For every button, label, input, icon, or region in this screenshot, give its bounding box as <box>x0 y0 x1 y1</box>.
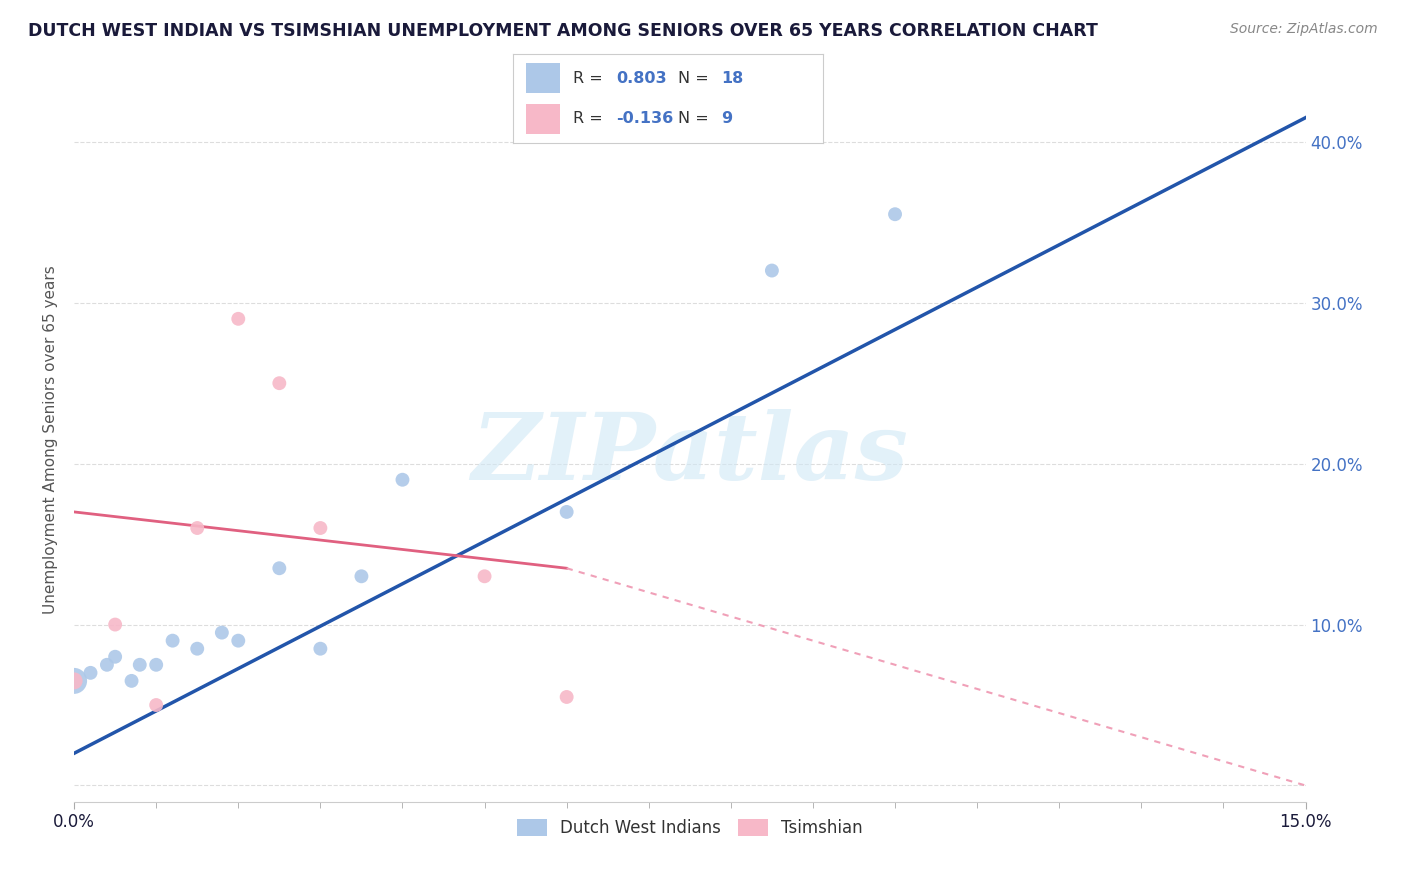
Point <box>474 569 496 583</box>
Point <box>121 673 143 688</box>
Point <box>555 690 578 704</box>
Point <box>269 561 291 575</box>
Point <box>391 473 413 487</box>
Point <box>145 657 167 672</box>
Text: N =: N = <box>678 112 714 126</box>
Bar <box>526 63 560 93</box>
Y-axis label: Unemployment Among Seniors over 65 years: Unemployment Among Seniors over 65 years <box>44 265 58 614</box>
Point <box>309 641 332 656</box>
Point <box>104 617 127 632</box>
Text: R =: R = <box>572 112 607 126</box>
Legend: Dutch West Indians, Tsimshian: Dutch West Indians, Tsimshian <box>510 813 869 844</box>
Point <box>63 673 86 688</box>
Point <box>761 263 783 277</box>
Text: 9: 9 <box>721 112 733 126</box>
Text: -0.136: -0.136 <box>616 112 673 126</box>
Point <box>226 311 249 326</box>
Point <box>186 641 208 656</box>
Point <box>63 673 86 688</box>
Point <box>269 376 291 391</box>
Text: R =: R = <box>572 70 607 86</box>
Bar <box>526 104 560 134</box>
Point <box>128 657 150 672</box>
Point <box>309 521 332 535</box>
Point <box>555 505 578 519</box>
Text: N =: N = <box>678 70 714 86</box>
Point <box>186 521 208 535</box>
Point <box>884 207 907 221</box>
Point <box>104 649 127 664</box>
Text: 18: 18 <box>721 70 744 86</box>
Text: Source: ZipAtlas.com: Source: ZipAtlas.com <box>1230 22 1378 37</box>
Point <box>79 665 101 680</box>
Text: ZIPatlas: ZIPatlas <box>471 409 908 499</box>
Point <box>96 657 118 672</box>
Point <box>350 569 373 583</box>
Point <box>162 633 184 648</box>
Point <box>145 698 167 712</box>
Text: DUTCH WEST INDIAN VS TSIMSHIAN UNEMPLOYMENT AMONG SENIORS OVER 65 YEARS CORRELAT: DUTCH WEST INDIAN VS TSIMSHIAN UNEMPLOYM… <box>28 22 1098 40</box>
Text: 0.803: 0.803 <box>616 70 666 86</box>
Point <box>226 633 249 648</box>
Point <box>211 625 233 640</box>
